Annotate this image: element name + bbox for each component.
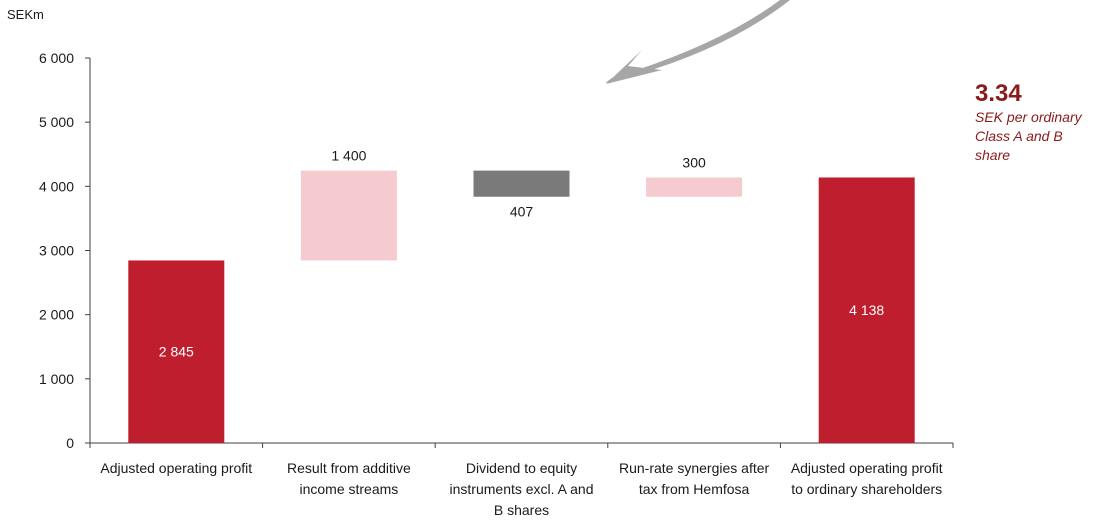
callout-text: SEK per ordinary Class A and B share: [975, 109, 1082, 163]
callout-value: 3.34: [975, 80, 1022, 107]
bar: [300, 170, 397, 261]
y-tick-label: 2 000: [39, 307, 74, 323]
dividend-callout: 3.34 SEK per ordinary Class A and B shar…: [975, 80, 1090, 165]
data-label: 4 138: [849, 302, 884, 318]
data-label: 1 400: [331, 148, 366, 164]
y-tick-label: 0: [66, 435, 74, 451]
curved-arrow-decoration: [605, 0, 790, 84]
y-tick-label: 5 000: [39, 114, 74, 130]
bar: [128, 260, 225, 443]
y-tick-label: 1 000: [39, 371, 74, 387]
y-tick-label: 6 000: [39, 50, 74, 66]
bar: [818, 177, 915, 443]
data-label: 407: [510, 204, 534, 220]
category-label: Result from additive income streams: [287, 460, 411, 497]
category-label: Dividend to equity instruments excl. A an…: [450, 460, 594, 518]
y-axis-unit-label: SEKm: [7, 7, 44, 22]
y-tick-label: 4 000: [39, 178, 74, 194]
category-label: Adjusted operating profit to ordinary sha…: [791, 460, 943, 497]
y-tick-label: 3 000: [39, 243, 74, 259]
arrow-head-icon: [606, 50, 662, 84]
data-label: 2 845: [159, 344, 194, 360]
bar: [646, 177, 743, 197]
bar: [473, 170, 570, 197]
data-label: 300: [682, 154, 706, 170]
category-label: Run-rate synergies after tax from Hemfosa: [619, 460, 770, 497]
category-label: Adjusted operating profit: [100, 460, 252, 476]
